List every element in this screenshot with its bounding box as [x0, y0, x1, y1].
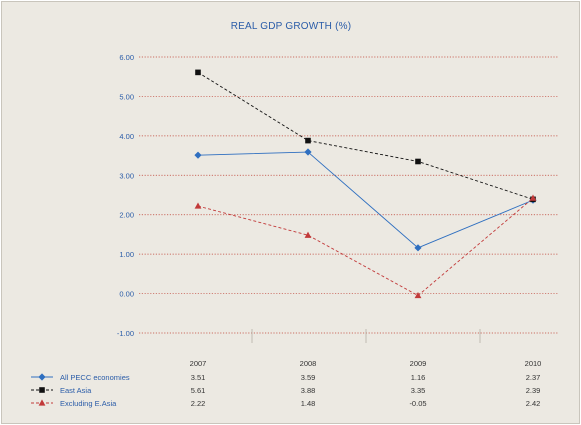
table-cell: 2.37	[526, 373, 541, 382]
legend-marker	[38, 373, 46, 381]
table-column-header: 2010	[525, 359, 542, 368]
data-point	[304, 148, 312, 156]
series-lines	[194, 69, 537, 299]
chart-title: REAL GDP GROWTH (%)	[231, 21, 351, 32]
table-cell: 3.35	[411, 386, 426, 395]
series-line-1	[197, 151, 534, 249]
legend-marker	[38, 399, 46, 406]
table-column-header: 2009	[410, 359, 427, 368]
data-point	[304, 231, 312, 238]
y-tick-label: 2.00	[119, 211, 134, 220]
data-point	[415, 158, 421, 165]
table-cell: 1.48	[301, 399, 316, 408]
y-tick-label: 1.00	[119, 250, 134, 259]
data-point	[529, 194, 537, 201]
y-tick-label: 6.00	[119, 53, 134, 62]
data-point	[414, 291, 422, 299]
data-point	[195, 69, 201, 76]
y-tick-label: 0.00	[119, 290, 134, 299]
table-cell: 2.39	[526, 386, 541, 395]
table-cell: 1.16	[411, 373, 426, 382]
y-tick-label: -1.00	[117, 329, 134, 338]
data-point	[305, 137, 311, 144]
table-column-header: 2008	[300, 359, 317, 368]
y-tick-label: 5.00	[119, 92, 134, 101]
y-axis-ticks: 6.00 5.00 4.00 3.00 2.00 1.00 0.00 -1.00	[117, 53, 134, 338]
table-cell: 3.88	[301, 386, 316, 395]
table-cell: 3.51	[191, 373, 206, 382]
table-cell: 2.22	[191, 399, 206, 408]
data-point	[414, 244, 422, 252]
y-tick-label: 3.00	[119, 171, 134, 180]
table-cell: 5.61	[191, 386, 206, 395]
data-point	[194, 202, 202, 209]
table-cell: 3.59	[301, 373, 316, 382]
data-table: 2007 2008 2009 2010 All PECC economies 3.51 3.…	[31, 359, 541, 408]
table-column-header: 2007	[190, 359, 207, 368]
y-tick-label: 4.00	[119, 132, 134, 141]
table-cell: -0.05	[409, 399, 426, 408]
legend-label: East Asia	[60, 386, 92, 395]
gridlines	[139, 56, 558, 343]
legend-marker	[39, 387, 45, 393]
series-line-3	[197, 197, 534, 297]
legend-label: Excluding E.Asia	[60, 399, 117, 408]
series-line-2	[197, 71, 534, 200]
data-point	[194, 151, 202, 159]
table-cell: 2.42	[526, 399, 541, 408]
legend-label: All PECC economies	[60, 373, 130, 382]
